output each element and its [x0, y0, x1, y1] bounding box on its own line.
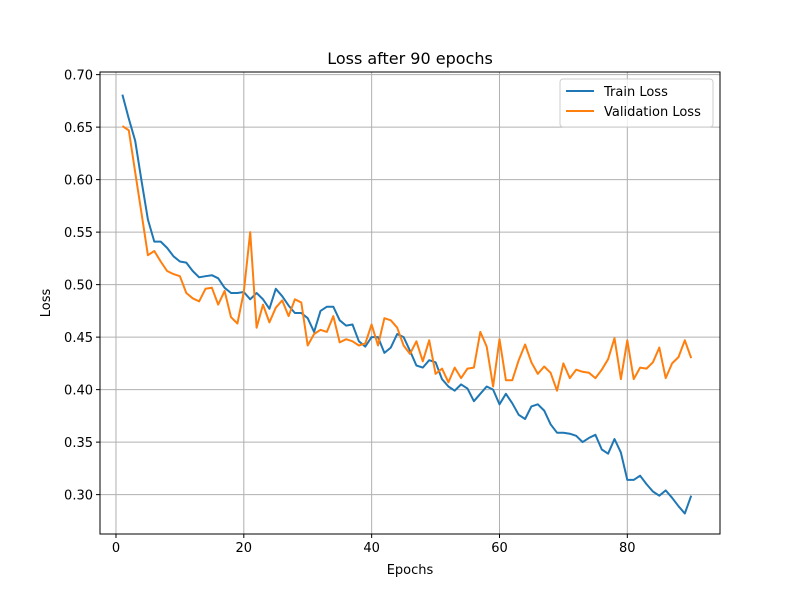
x-tick-label: 0 [112, 541, 120, 556]
series-lines [121, 94, 693, 515]
y-tick-label: 0.45 [64, 331, 93, 346]
x-tick-label: 40 [363, 541, 380, 556]
x-tick-label: 80 [619, 541, 636, 556]
y-tick-label: 0.55 [64, 226, 93, 241]
y-axis-ticks: 0.30 0.35 0.40 0.45 0.50 0.55 0.60 0.65 0.70 [64, 69, 100, 504]
y-tick-label: 0.40 [64, 384, 93, 399]
y-tick-label: 0.30 [64, 489, 93, 504]
legend-label-validation-loss: Validation Loss [604, 105, 701, 120]
chart-title: Loss after 90 epochs [327, 49, 493, 68]
series-line-validation-loss [121, 125, 693, 392]
y-tick-label: 0.60 [64, 174, 93, 189]
plot-frame [99, 71, 721, 535]
legend-label-train-loss: Train Loss [603, 85, 668, 100]
y-tick-label: 0.50 [64, 279, 93, 294]
x-tick-label: 20 [236, 541, 253, 556]
series-line-train-loss [121, 94, 693, 515]
y-tick-label: 0.35 [64, 436, 93, 451]
y-tick-label: 0.70 [64, 69, 93, 84]
legend-box [559, 78, 714, 128]
grid [100, 72, 720, 534]
x-tick-label: 60 [491, 541, 508, 556]
x-axis-label: Epochs [387, 563, 434, 578]
y-tick-label: 0.65 [64, 121, 93, 136]
legend: Train Loss Validation Loss [559, 78, 714, 128]
y-axis-label: Loss [39, 289, 54, 318]
x-axis-ticks: 0 20 40 60 80 [112, 534, 636, 556]
